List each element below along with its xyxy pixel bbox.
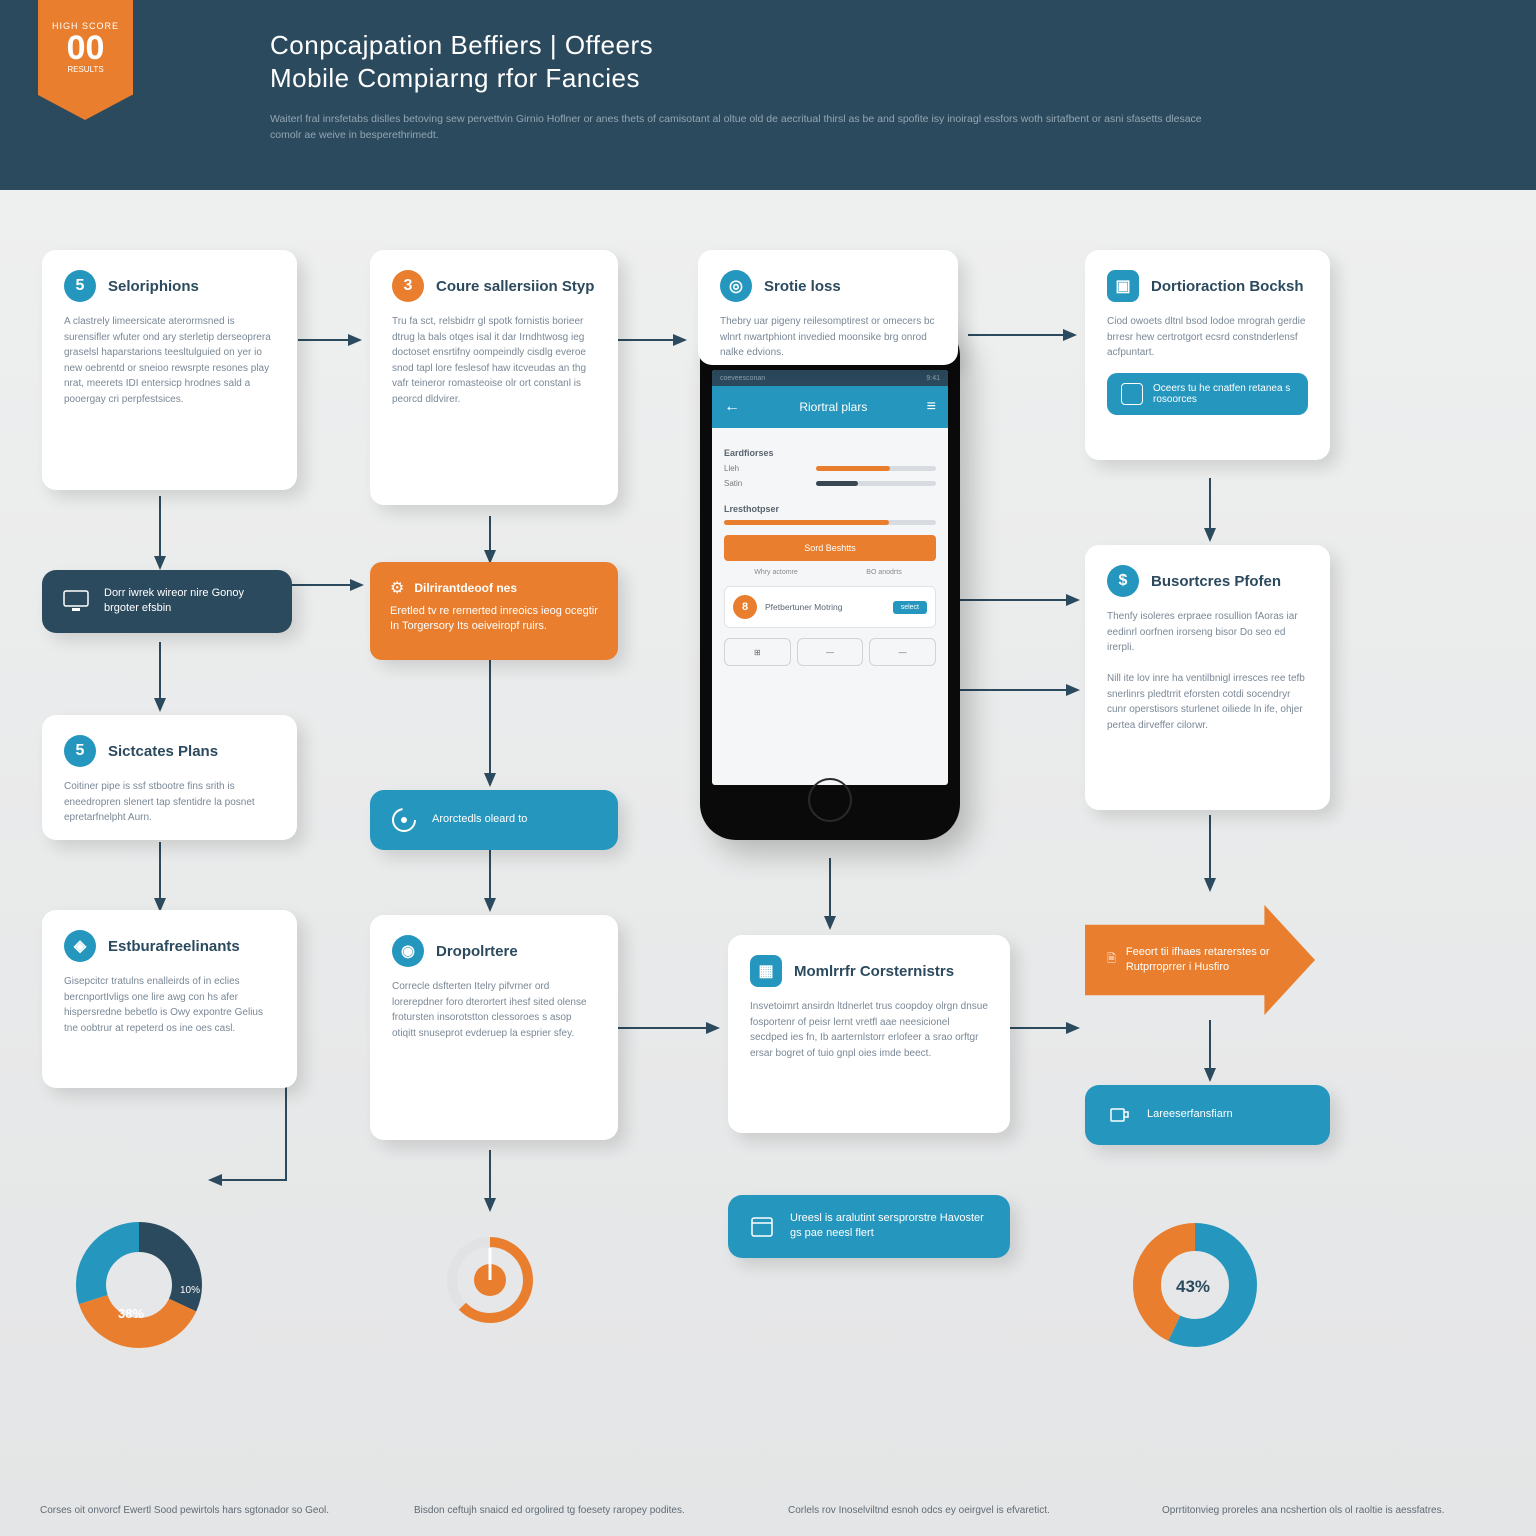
- card-body: A clastrely limeersicate aterormsned is …: [64, 314, 275, 407]
- title-line-2: Mobile Compiarng rfor Fancies: [270, 63, 1476, 94]
- card-title: Dortioraction Bocksh: [1151, 278, 1304, 295]
- footer-3: Corlels rov Inoselviltnd esnoh odcs ey o…: [788, 1504, 1122, 1519]
- card-distraction: ▣ Dortioraction Bocksh Ciod owoets dltnl …: [1085, 250, 1330, 460]
- footer-captions: Corses oit onvorcf Ewertl Sood pewirtols…: [0, 1504, 1536, 1519]
- score-badge: HIGH SCORE 00 RESULTS: [38, 0, 133, 95]
- calendar-icon: [748, 1212, 776, 1240]
- doc-icon: ◈: [64, 930, 96, 962]
- subtitle: Waiterl fral inrsfetabs dislles betoving…: [270, 112, 1220, 144]
- card-body: Tru fa sct, relsbidrr gl spotk fornistis…: [392, 314, 596, 407]
- title-line-1: Conpcajpation Beffiers | Offeers: [270, 30, 1476, 61]
- card-body: Thenfy isoleres erpraee rosullion fAoras…: [1107, 609, 1308, 733]
- card-title: Dropolrtere: [436, 943, 518, 960]
- flowchart-canvas: 5 Seloriphions A clastrely limeersicate a…: [0, 190, 1536, 1536]
- card-business-profit: $ Busortcres Pfofen Thenfy isoleres erpra…: [1085, 545, 1330, 810]
- donut-label-1: 38%: [118, 1306, 144, 1321]
- cup-icon: [1105, 1101, 1133, 1129]
- pill-teal-bottom[interactable]: Ureesl is aralutint sersprorstre Havoste…: [728, 1195, 1010, 1258]
- monitor-icon: [62, 587, 90, 615]
- footer-1: Corses oit onvorcf Ewertl Sood pewirtols…: [40, 1504, 374, 1519]
- card-body: Correcle dsfterten Itelry pifvrner ord l…: [392, 979, 596, 1041]
- pill-title: Dilrirantdeoof nes: [414, 581, 517, 595]
- card-store-loss: ◎ Srotie loss Thebry uar pigeny reilesomp…: [698, 250, 958, 365]
- sub-action-text: Oceers tu he cnatfen retanea s rosoorces: [1153, 383, 1294, 405]
- donut-chart-left: 38% 10%: [72, 1218, 207, 1353]
- pill-teal-gauge[interactable]: Arorctedls oleard to: [370, 790, 618, 850]
- header-banner: HIGH SCORE 00 RESULTS Conpcajpation Beff…: [0, 0, 1536, 190]
- drop-icon: ◉: [392, 935, 424, 967]
- badge-5b-icon: 5: [64, 735, 96, 767]
- pill-navy[interactable]: Dorr iwrek wireor nire Gonoy brgoter efs…: [42, 570, 292, 633]
- card-body: Coitiner pipe is ssf stbootre fins srith…: [64, 779, 275, 826]
- card-body: Ciod owoets dltnl bsod lodoe mrograh ger…: [1107, 314, 1308, 361]
- card-dropstore: ◉ Dropolrtere Correcle dsfterten Itelry p…: [370, 915, 618, 1140]
- pill-teal-right[interactable]: Lareeserfansfiarn: [1085, 1085, 1330, 1145]
- gauge-icon: [390, 806, 418, 834]
- phone-mockup: coeveesconan 9:41 ← Riortral plars ≡ Eard…: [700, 320, 960, 840]
- chip-1[interactable]: ⊞: [724, 638, 791, 666]
- footer-2: Bisdon ceftujh snaicd ed orgolired tg fo…: [414, 1504, 748, 1519]
- card-title: Estburafreelinants: [108, 938, 240, 955]
- card-month-consumers: ▦ Momlrrfr Corsternistrs Insvetoimrt ansi…: [728, 935, 1010, 1133]
- gauge-graphic: [440, 1230, 540, 1330]
- card-title: Busortcres Pfofen: [1151, 573, 1281, 590]
- badge-bottom: RESULTS: [67, 65, 103, 74]
- card-body: Thebry uar pigeny reilesomptirest or ome…: [720, 314, 936, 361]
- plan-card[interactable]: 8 Pfetbertuner Motring select: [724, 586, 936, 628]
- phone-screen: coeveesconan 9:41 ← Riortral plars ≡ Eard…: [712, 370, 948, 785]
- card-title: Srotie loss: [764, 278, 841, 295]
- status-bar: coeveesconan 9:41: [712, 370, 948, 386]
- plan-select-button[interactable]: select: [893, 601, 927, 614]
- pill-text: Lareeserfansfiarn: [1147, 1107, 1233, 1122]
- section-1-label: Eardfiorses: [724, 448, 936, 458]
- grid-icon: ▦: [750, 955, 782, 987]
- section-2-label: Lresthotpser: [724, 504, 936, 514]
- donut-label-2: 10%: [180, 1285, 200, 1296]
- footer-4: Oprrtitonvieg proreles ana ncshertion ol…: [1162, 1504, 1496, 1519]
- badge-number: 00: [67, 31, 105, 65]
- row-2-label: Satin: [724, 479, 742, 488]
- plan-number: 8: [733, 595, 757, 619]
- status-right: 9:41: [926, 375, 940, 382]
- card-body: Insvetoimrt ansirdn ltdnerlet trus coopd…: [750, 999, 988, 1061]
- box-icon: ▣: [1107, 270, 1139, 302]
- pill-orange[interactable]: ⚙ Dilrirantdeoof nes Eretled tv re rerner…: [370, 562, 618, 660]
- plan-title: Pfetbertuner Motring: [765, 602, 885, 612]
- back-icon[interactable]: ←: [724, 398, 740, 416]
- pill-text: Dorr iwrek wireor nire Gonoy brgoter efs…: [104, 586, 272, 617]
- big-arrow-text: Feeort tii ifhaes retarerstes or Rutprro…: [1126, 945, 1293, 976]
- pill-text: Eretled tv re rernerted inreoics ieog oc…: [390, 604, 598, 635]
- card-plans: 5 Sictcates Plans Coitiner pipe is ssf st…: [42, 715, 297, 840]
- card-selections: 5 Seloriphions A clastrely limeersicate a…: [42, 250, 297, 490]
- doc-icon: [1121, 383, 1143, 405]
- badge-3-icon: 3: [392, 270, 424, 302]
- badge-5-icon: 5: [64, 270, 96, 302]
- screen-title: Riortral plars: [799, 400, 867, 414]
- card-title: Coure sallersiion Styp: [436, 278, 594, 295]
- meta-2: BO anodrts: [832, 569, 936, 576]
- card-body: Gisepcitcr tratulns enalleirds of in ecl…: [64, 974, 275, 1036]
- card-title: Sictcates Plans: [108, 743, 218, 760]
- meta-1: Whry actomre: [724, 569, 828, 576]
- pill-text: Ureesl is aralutint sersprorstre Havoste…: [790, 1211, 990, 1242]
- card-title: Momlrrfr Corsternistrs: [794, 963, 954, 980]
- sub-action[interactable]: Oceers tu he cnatfen retanea s rosoorces: [1107, 373, 1308, 415]
- row-1-label: Lleh: [724, 464, 739, 473]
- card-course-step: 3 Coure sallersiion Styp Tru fa sct, rels…: [370, 250, 618, 505]
- donut-chart-right: 43%: [1128, 1218, 1263, 1353]
- card-establishments: ◈ Estburafreelinants Gisepcitcr tratulns …: [42, 910, 297, 1088]
- menu-icon[interactable]: ≡: [927, 398, 936, 416]
- chip-2[interactable]: —: [797, 638, 864, 666]
- pill-text: Arorctedls oleard to: [432, 812, 527, 827]
- status-left: coeveesconan: [720, 375, 765, 382]
- gear-icon: ⚙: [390, 578, 404, 598]
- chip-3[interactable]: —: [869, 638, 936, 666]
- app-bar: ← Riortral plars ≡: [712, 386, 948, 428]
- primary-button[interactable]: Sord Beshtts: [724, 535, 936, 561]
- file-icon: 🗎: [1107, 952, 1116, 967]
- target-icon: ◎: [720, 270, 752, 302]
- dollar-icon: $: [1107, 565, 1139, 597]
- card-title: Seloriphions: [108, 278, 199, 295]
- donut-center: 43%: [1176, 1277, 1210, 1296]
